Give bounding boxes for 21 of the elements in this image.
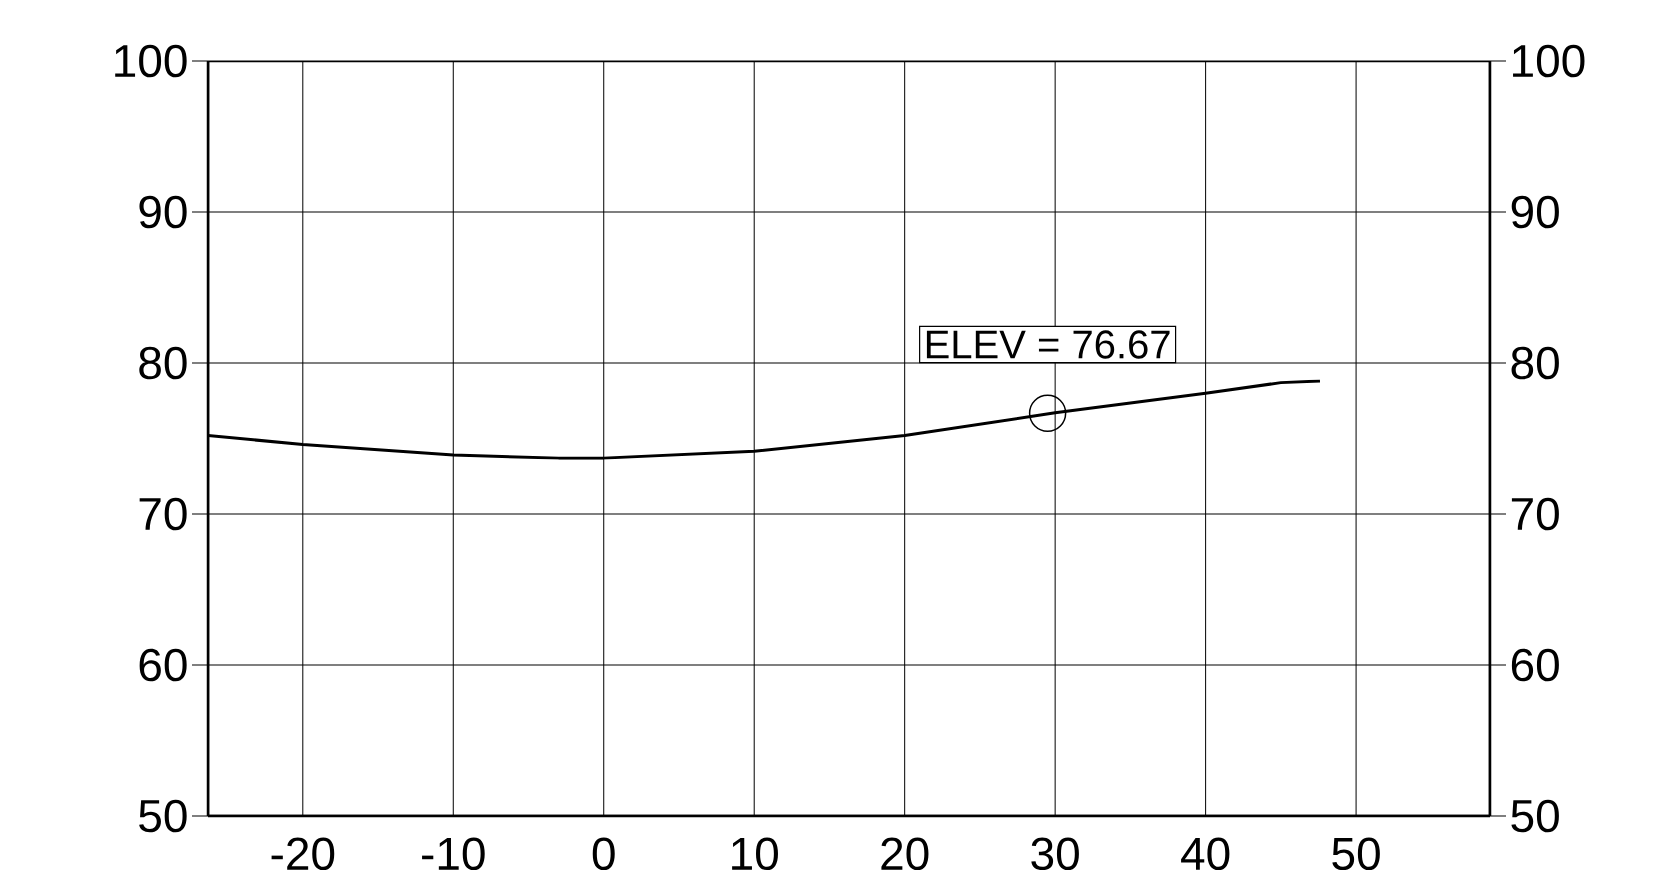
- y-tick-label: 50: [139, 799, 187, 833]
- y2-tick-label: 60: [1511, 648, 1559, 682]
- y-tick-label: 90: [139, 195, 187, 229]
- y2-tick-label: 70: [1511, 497, 1559, 531]
- x-tick-label: 10: [732, 837, 778, 871]
- x-tick-label: -10: [422, 837, 485, 871]
- x-tick-label: 0: [592, 837, 615, 871]
- x-tick-label: -20: [271, 837, 335, 871]
- y2-tick-label: 90: [1511, 195, 1559, 229]
- y-tick-label: 60: [139, 648, 187, 682]
- y-tick-label: 80: [139, 346, 187, 380]
- x-tick-label: 50: [1332, 837, 1380, 871]
- y-tick-label: 70: [139, 497, 187, 531]
- y2-tick-label: 50: [1511, 799, 1559, 833]
- y2-tick-label: 80: [1511, 346, 1559, 380]
- x-tick-label: 30: [1031, 837, 1079, 871]
- x-tick-label: 20: [881, 837, 929, 871]
- x-tick-label: 40: [1181, 837, 1230, 871]
- annotation: ELEV = 76.67: [926, 330, 1170, 359]
- y2-tick-label: 100: [1513, 44, 1585, 78]
- y-tick-label: 100: [115, 44, 187, 78]
